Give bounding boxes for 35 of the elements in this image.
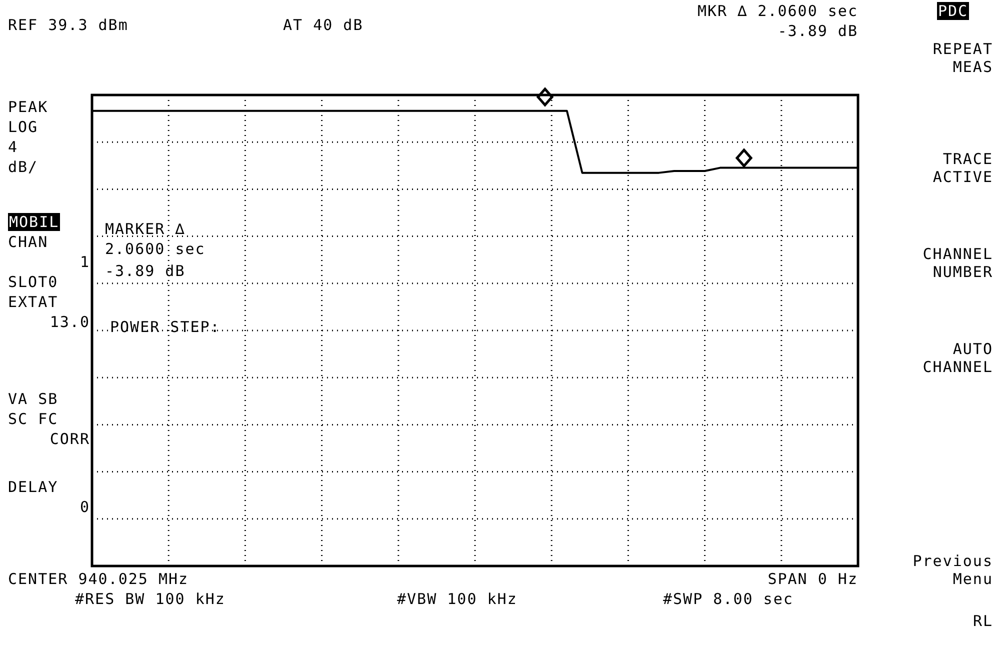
text: 1	[80, 253, 90, 271]
text: 4	[8, 138, 18, 156]
text: LOG	[8, 118, 38, 136]
text: AT 40 dB	[283, 16, 364, 34]
text: 0	[80, 498, 90, 516]
text: -3.89 dB	[778, 22, 858, 40]
annotation: POWER STEP:	[110, 318, 220, 336]
text: TRACE ACTIVE	[932, 150, 993, 186]
text: CHANNEL NUMBER	[922, 245, 993, 281]
text: dB/	[8, 158, 38, 176]
annotation: -3.89 dB	[105, 262, 186, 280]
text: PDC	[937, 2, 970, 20]
annotation: MARKER ∆	[105, 220, 186, 238]
text: 13.0	[50, 313, 90, 331]
text: MOBIL	[8, 213, 60, 231]
text: RL	[972, 612, 993, 630]
text: SPAN 0 Hz	[768, 570, 858, 588]
text: PEAK	[8, 98, 48, 116]
text: DELAY	[8, 478, 58, 496]
text: MKR ∆ 2.0600 sec	[698, 2, 858, 20]
text: REF 39.3 dBm	[8, 16, 128, 34]
text: Previous Menu	[912, 552, 993, 588]
text: VA SB	[8, 390, 58, 408]
text: SLOT0	[8, 273, 58, 291]
annotation: 2.0600 sec	[105, 240, 206, 258]
text: CORR	[50, 430, 90, 448]
text: #RES BW 100 kHz	[75, 590, 226, 608]
text: CENTER 940.025 MHz	[8, 570, 189, 588]
text: EXTAT	[8, 293, 58, 311]
text: SC FC	[8, 410, 58, 428]
text: #SWP 8.00 sec	[663, 590, 794, 608]
text: #VBW 100 kHz	[397, 590, 518, 608]
text: REPEAT MEAS	[932, 40, 993, 76]
text: CHAN	[8, 233, 48, 251]
text: AUTO CHANNEL	[922, 340, 993, 376]
